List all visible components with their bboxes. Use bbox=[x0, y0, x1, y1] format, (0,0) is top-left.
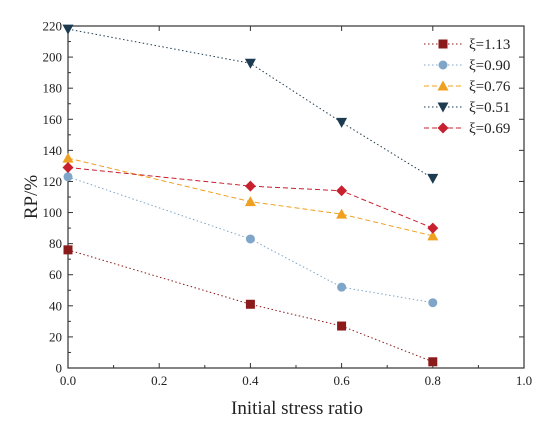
data-point bbox=[428, 357, 438, 367]
legend-label: ξ=0.76 bbox=[469, 79, 511, 95]
y-tick-label: 20 bbox=[49, 329, 62, 344]
x-tick-label: 1.0 bbox=[516, 373, 532, 388]
y-tick-label: 200 bbox=[43, 50, 63, 65]
series-2 bbox=[62, 152, 439, 241]
series-1 bbox=[63, 172, 438, 308]
series-line bbox=[67, 28, 434, 179]
series-3 bbox=[62, 24, 439, 184]
data-point bbox=[337, 321, 347, 331]
legend-marker bbox=[438, 39, 448, 49]
x-tick-label: 0.6 bbox=[333, 373, 350, 388]
data-point bbox=[244, 58, 256, 69]
y-tick-label: 60 bbox=[49, 267, 62, 282]
x-tick-label: 0.4 bbox=[242, 373, 259, 388]
y-tick-label: 40 bbox=[49, 298, 62, 313]
data-point bbox=[336, 117, 348, 128]
y-tick-label: 220 bbox=[43, 19, 63, 34]
plot-border bbox=[67, 25, 525, 369]
series-layer bbox=[62, 24, 439, 367]
legend-marker bbox=[437, 122, 449, 134]
data-point bbox=[63, 172, 73, 182]
legend-marker bbox=[438, 60, 448, 70]
data-point bbox=[337, 282, 347, 292]
legend-marker bbox=[437, 102, 449, 113]
data-point bbox=[428, 298, 438, 308]
y-axis-title: RP/% bbox=[21, 175, 42, 220]
axis-tick-labels: 0.0 0.2 0.4 0.6 0.8 1.0 0 20 40 60 80 100 120 140 160 1… bbox=[43, 19, 533, 389]
y-tick-label: 180 bbox=[43, 81, 63, 96]
x-tick-label: 0.2 bbox=[151, 373, 167, 388]
x-tick-label: 0.0 bbox=[60, 373, 76, 388]
data-point bbox=[336, 208, 348, 219]
legend: ξ=1.13 ξ=0.90 ξ=0.76 ξ=0.51 ξ=0.69 bbox=[424, 37, 511, 137]
legend-label: ξ=0.90 bbox=[469, 58, 510, 74]
axis-ticks bbox=[67, 25, 525, 369]
data-point bbox=[62, 161, 74, 173]
x-tick-label: 0.8 bbox=[425, 373, 441, 388]
legend-marker bbox=[437, 80, 449, 91]
data-point bbox=[244, 180, 256, 192]
y-tick-label: 140 bbox=[43, 143, 63, 158]
data-point bbox=[244, 196, 256, 207]
series-line bbox=[67, 157, 433, 237]
data-point bbox=[336, 185, 348, 197]
y-tick-label: 0 bbox=[56, 361, 63, 376]
data-point bbox=[427, 230, 439, 241]
series-line bbox=[67, 249, 433, 363]
legend-label: ξ=0.69 bbox=[469, 121, 510, 137]
data-point bbox=[63, 245, 73, 255]
legend-label: ξ=1.13 bbox=[469, 37, 510, 53]
legend-label: ξ=0.51 bbox=[469, 100, 510, 116]
data-point bbox=[62, 152, 74, 163]
y-tick-label: 160 bbox=[43, 112, 63, 127]
data-point bbox=[427, 173, 439, 184]
y-tick-label: 120 bbox=[43, 174, 63, 189]
data-point bbox=[427, 222, 439, 234]
series-0 bbox=[63, 245, 438, 367]
x-axis-title: Initial stress ratio bbox=[231, 398, 363, 419]
y-tick-label: 80 bbox=[49, 236, 62, 251]
plot-frame bbox=[67, 25, 525, 369]
data-point bbox=[62, 24, 74, 35]
data-point bbox=[245, 299, 255, 309]
series-line bbox=[67, 166, 433, 229]
data-point bbox=[245, 234, 255, 244]
series-4 bbox=[62, 161, 439, 234]
y-tick-label: 100 bbox=[43, 205, 63, 220]
series-line bbox=[67, 176, 433, 304]
